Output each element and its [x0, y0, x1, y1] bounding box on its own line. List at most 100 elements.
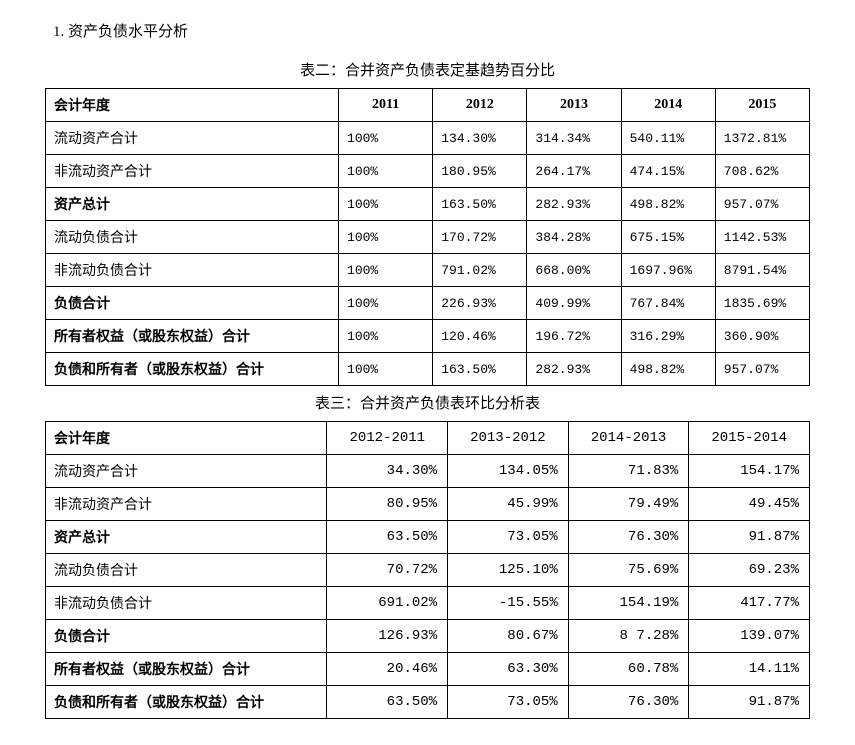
- cell-value: 76.30%: [568, 686, 689, 719]
- cell-value: 34.30%: [327, 455, 448, 488]
- table-row: 流动资产合计34.30%134.05%71.83%154.17%: [46, 455, 810, 488]
- cell-value: 314.34%: [527, 122, 621, 155]
- cell-value: 196.72%: [527, 320, 621, 353]
- table1: 会计年度 2011 2012 2013 2014 2015 流动资产合计100%…: [45, 88, 810, 386]
- cell-value: 14.11%: [689, 653, 810, 686]
- cell-value: 1835.69%: [715, 287, 809, 320]
- cell-value: 767.84%: [621, 287, 715, 320]
- table1-year-0: 2011: [339, 89, 433, 122]
- cell-value: 675.15%: [621, 221, 715, 254]
- row-label: 负债和所有者（或股东权益）合计: [46, 686, 327, 719]
- cell-value: 8 7.28%: [568, 620, 689, 653]
- cell-value: 100%: [339, 155, 433, 188]
- cell-value: 957.07%: [715, 353, 809, 386]
- cell-value: 1372.81%: [715, 122, 809, 155]
- row-label: 非流动资产合计: [46, 155, 339, 188]
- table1-header-label: 会计年度: [46, 89, 339, 122]
- cell-value: 69.23%: [689, 554, 810, 587]
- table-row: 非流动负债合计100%791.02%668.00%1697.96%8791.54…: [46, 254, 810, 287]
- row-label: 资产总计: [46, 188, 339, 221]
- cell-value: 73.05%: [448, 686, 569, 719]
- cell-value: 264.17%: [527, 155, 621, 188]
- table-row: 流动负债合计100%170.72%384.28%675.15%1142.53%: [46, 221, 810, 254]
- table1-caption: 表二：合并资产负债表定基趋势百分比: [45, 59, 810, 80]
- table-row: 负债合计100%226.93%409.99%767.84%1835.69%: [46, 287, 810, 320]
- cell-value: 417.77%: [689, 587, 810, 620]
- table1-year-3: 2014: [621, 89, 715, 122]
- cell-value: 100%: [339, 287, 433, 320]
- cell-value: 100%: [339, 122, 433, 155]
- cell-value: 80.67%: [448, 620, 569, 653]
- table-row: 所有者权益（或股东权益）合计20.46%63.30%60.78%14.11%: [46, 653, 810, 686]
- row-label: 非流动资产合计: [46, 488, 327, 521]
- row-label: 所有者权益（或股东权益）合计: [46, 320, 339, 353]
- cell-value: 139.07%: [689, 620, 810, 653]
- cell-value: 100%: [339, 221, 433, 254]
- cell-value: 708.62%: [715, 155, 809, 188]
- cell-value: 8791.54%: [715, 254, 809, 287]
- row-label: 负债合计: [46, 287, 339, 320]
- cell-value: 791.02%: [433, 254, 527, 287]
- table-row: 流动资产合计100%134.30%314.34%540.11%1372.81%: [46, 122, 810, 155]
- cell-value: 63.50%: [327, 686, 448, 719]
- cell-value: 80.95%: [327, 488, 448, 521]
- cell-value: 100%: [339, 188, 433, 221]
- cell-value: 1697.96%: [621, 254, 715, 287]
- cell-value: 1142.53%: [715, 221, 809, 254]
- cell-value: 134.05%: [448, 455, 569, 488]
- row-label: 资产总计: [46, 521, 327, 554]
- cell-value: 70.72%: [327, 554, 448, 587]
- table2-period-1: 2013-2012: [448, 422, 569, 455]
- row-label: 非流动负债合计: [46, 587, 327, 620]
- table-row: 非流动负债合计691.02%-15.55%154.19%417.77%: [46, 587, 810, 620]
- cell-value: 126.93%: [327, 620, 448, 653]
- cell-value: 282.93%: [527, 353, 621, 386]
- table-row: 所有者权益（或股东权益）合计100%120.46%196.72%316.29%3…: [46, 320, 810, 353]
- cell-value: 45.99%: [448, 488, 569, 521]
- table-row: 负债合计126.93%80.67%8 7.28%139.07%: [46, 620, 810, 653]
- section-title: 1. 资产负债水平分析: [53, 20, 810, 41]
- row-label: 所有者权益（或股东权益）合计: [46, 653, 327, 686]
- table2-period-2: 2014-2013: [568, 422, 689, 455]
- cell-value: 120.46%: [433, 320, 527, 353]
- cell-value: 76.30%: [568, 521, 689, 554]
- cell-value: 474.15%: [621, 155, 715, 188]
- row-label: 负债合计: [46, 620, 327, 653]
- table-row: 负债和所有者（或股东权益）合计100%163.50%282.93%498.82%…: [46, 353, 810, 386]
- cell-value: 180.95%: [433, 155, 527, 188]
- table-row: 资产总计63.50%73.05%76.30%91.87%: [46, 521, 810, 554]
- table1-year-1: 2012: [433, 89, 527, 122]
- cell-value: 498.82%: [621, 353, 715, 386]
- cell-value: -15.55%: [448, 587, 569, 620]
- cell-value: 957.07%: [715, 188, 809, 221]
- table2-period-3: 2015-2014: [689, 422, 810, 455]
- cell-value: 79.49%: [568, 488, 689, 521]
- cell-value: 100%: [339, 254, 433, 287]
- cell-value: 163.50%: [433, 188, 527, 221]
- table2-caption: 表三：合并资产负债表环比分析表: [45, 392, 810, 413]
- cell-value: 154.17%: [689, 455, 810, 488]
- table-row: 非流动资产合计100%180.95%264.17%474.15%708.62%: [46, 155, 810, 188]
- row-label: 非流动负债合计: [46, 254, 339, 287]
- cell-value: 170.72%: [433, 221, 527, 254]
- table-row: 非流动资产合计80.95%45.99%79.49%49.45%: [46, 488, 810, 521]
- cell-value: 154.19%: [568, 587, 689, 620]
- table2-header-row: 会计年度 2012-2011 2013-2012 2014-2013 2015-…: [46, 422, 810, 455]
- table1-year-2: 2013: [527, 89, 621, 122]
- table1-year-4: 2015: [715, 89, 809, 122]
- cell-value: 20.46%: [327, 653, 448, 686]
- table1-header-row: 会计年度 2011 2012 2013 2014 2015: [46, 89, 810, 122]
- table2: 会计年度 2012-2011 2013-2012 2014-2013 2015-…: [45, 421, 810, 719]
- cell-value: 73.05%: [448, 521, 569, 554]
- cell-value: 360.90%: [715, 320, 809, 353]
- cell-value: 691.02%: [327, 587, 448, 620]
- cell-value: 63.30%: [448, 653, 569, 686]
- cell-value: 91.87%: [689, 521, 810, 554]
- cell-value: 125.10%: [448, 554, 569, 587]
- row-label: 负债和所有者（或股东权益）合计: [46, 353, 339, 386]
- cell-value: 63.50%: [327, 521, 448, 554]
- cell-value: 540.11%: [621, 122, 715, 155]
- cell-value: 134.30%: [433, 122, 527, 155]
- table-row: 负债和所有者（或股东权益）合计63.50%73.05%76.30%91.87%: [46, 686, 810, 719]
- table-row: 流动负债合计70.72%125.10%75.69%69.23%: [46, 554, 810, 587]
